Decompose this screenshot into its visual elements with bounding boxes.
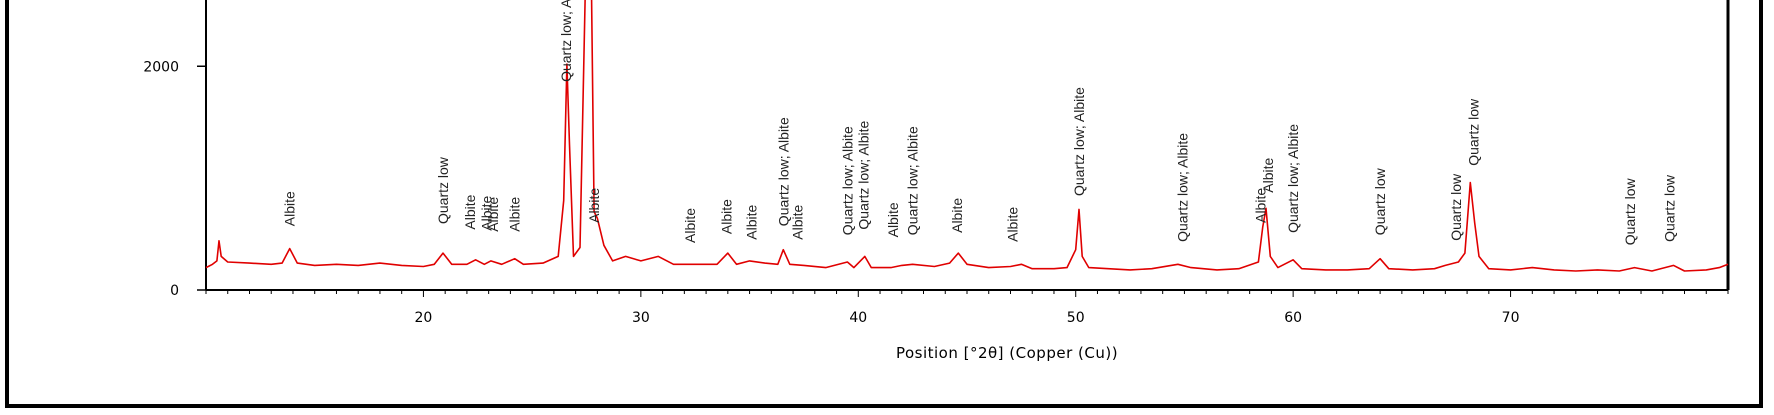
y-tick-label: 0 (170, 283, 179, 299)
peak-annotation: Albite (789, 204, 805, 239)
x-tick-label: 50 (1067, 310, 1085, 326)
peak-annotation: Quartz low; Albite (1285, 124, 1301, 233)
peak-annotation: Albite (1260, 157, 1276, 192)
xrd-intensity-line (205, 0, 1729, 272)
peak-annotation: Albite (744, 204, 760, 239)
x-tick-label: 40 (849, 310, 867, 326)
peak-annotation: Albite (282, 191, 298, 226)
peak-annotation: Albite (682, 208, 698, 243)
peak-annotation: Albite (885, 202, 901, 237)
peak-annotation: Quartz low; Albite (905, 126, 921, 235)
peak-annotation: Quartz low (1372, 167, 1388, 235)
peak-annotation: Albite (949, 198, 965, 233)
x-tick-label: 60 (1284, 310, 1302, 326)
peak-annotation: Albite (485, 197, 501, 232)
figure-frame (5, 0, 1763, 408)
peak-annotation: Quartz low (435, 156, 451, 224)
x-tick-label: 30 (632, 310, 650, 326)
peak-annotation: Quartz low; Albite (558, 0, 574, 82)
peak-annotation: Albite (1005, 207, 1021, 242)
peak-annotation: Albite (507, 197, 523, 232)
peak-annotation: Quartz low; Albite (839, 126, 855, 235)
peak-annotation: Quartz low (1622, 178, 1638, 246)
x-tick-label: 20 (415, 310, 433, 326)
chart-axes (205, 0, 1730, 291)
chart-ticks: 20 30 40 50 60 70 0 2000 (143, 59, 1729, 326)
y-tick-label: 2000 (143, 59, 179, 75)
peak-annotation: Albite (462, 194, 478, 229)
peak-annotation: Albite (586, 188, 602, 223)
peak-annotation: Quartz low; Albite (1071, 87, 1087, 196)
x-axis-label: Position [°2θ] (Copper (Cu)) (896, 344, 1118, 362)
peak-annotation: Quartz low (1466, 98, 1482, 166)
peak-annotation: Albite (719, 199, 735, 234)
peak-annotation: Quartz low (1448, 173, 1464, 241)
peak-annotation: Quartz low; Albite (1174, 133, 1190, 242)
x-tick-label: 70 (1502, 310, 1520, 326)
peak-annotation: Albite (479, 195, 495, 230)
peak-annotation: Quartz low (1661, 174, 1677, 242)
peak-annotation: Quartz low; Albite (775, 117, 791, 226)
chart-series (205, 0, 1729, 272)
peak-annotation: Albite (1253, 188, 1269, 223)
peak-annotation: Quartz low; Albite (856, 120, 872, 229)
